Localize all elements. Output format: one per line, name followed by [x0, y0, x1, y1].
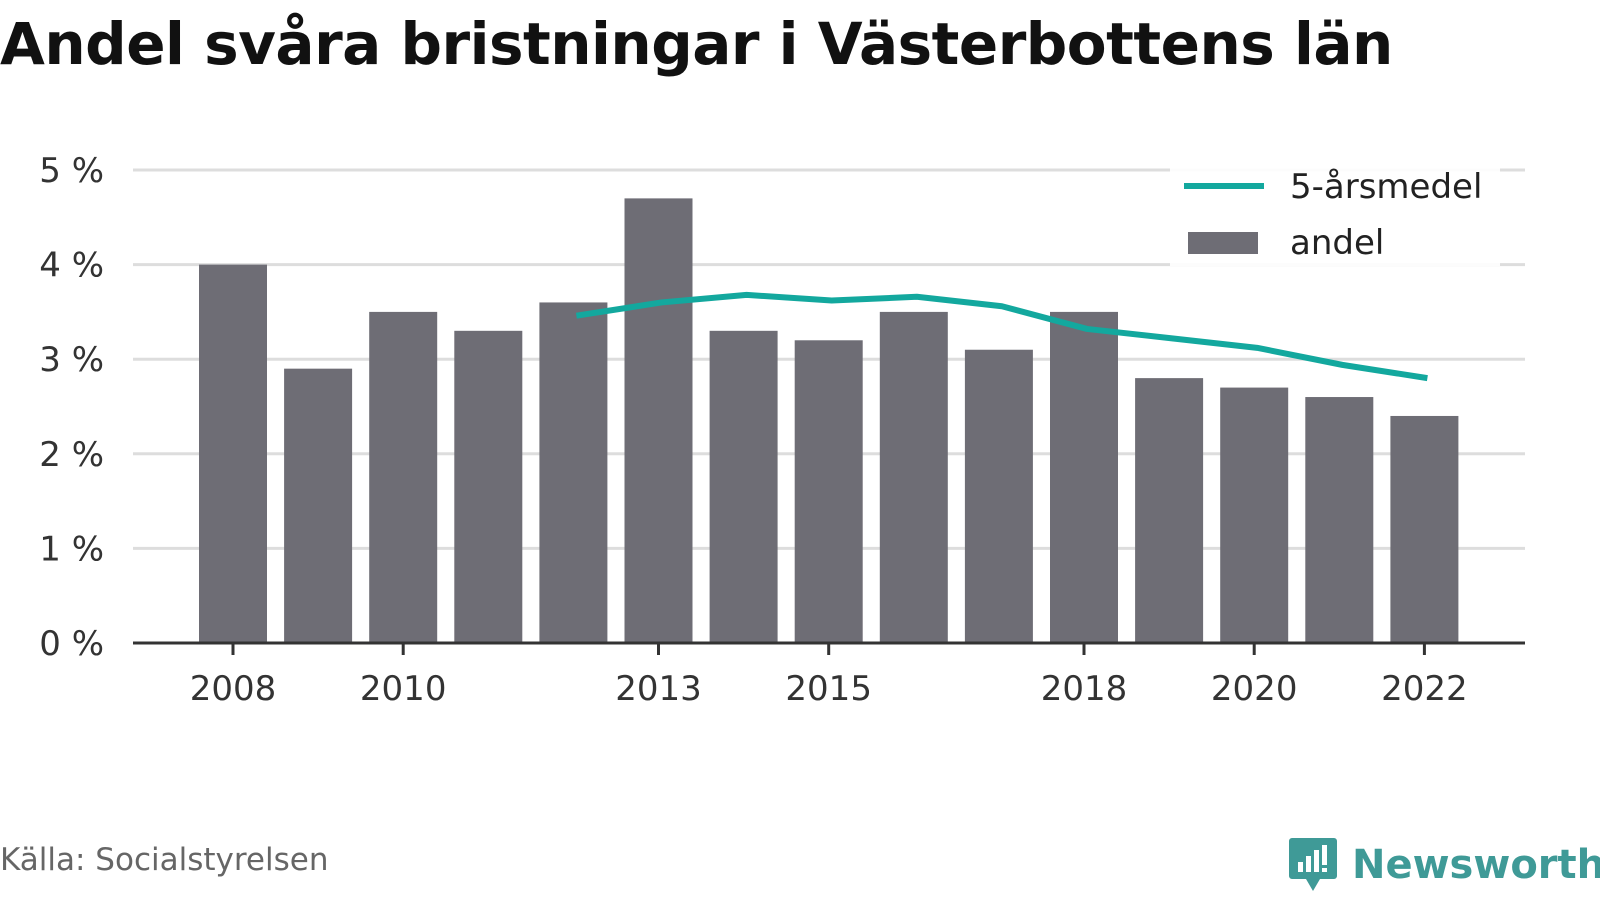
bar: [624, 198, 693, 643]
line-series-5-arsmedel: [575, 291, 1428, 382]
bar: [709, 330, 778, 643]
x-axis: 2008 2010 2013 2015 2018 2020 2022: [133, 641, 1525, 709]
bar: [964, 349, 1033, 643]
brand-logo: Newsworthy: [1288, 836, 1600, 894]
y-tick-label: 5 %: [39, 151, 104, 191]
bar: [879, 311, 948, 643]
legend-label: andel: [1290, 223, 1384, 263]
source-text: Källa: Socialstyrelsen: [0, 842, 329, 878]
bar: [794, 340, 863, 643]
y-axis-ticks: 0 % 1 % 2 % 3 % 4 % 5 %: [39, 151, 104, 664]
legend: 5-årsmedel andel: [1170, 158, 1500, 266]
x-tick-label: 2015: [785, 669, 872, 709]
bar: [454, 330, 523, 643]
x-tick-label: 2008: [190, 669, 277, 709]
bar: [369, 311, 438, 643]
chart: 0 %1 %2 %3 %4 %5 % 2008 2010 2013 2015 2018 2…: [39, 151, 1525, 709]
bar: [199, 264, 267, 643]
chart-title: Andel svåra bristningar i Västerbottens …: [0, 10, 1393, 78]
bar: [1390, 415, 1459, 643]
x-tick-label: 2013: [615, 669, 702, 709]
moving-average-line: [575, 291, 1428, 382]
y-tick-label: 3 %: [39, 340, 104, 380]
y-tick-label: 4 %: [39, 246, 104, 286]
y-tick-label: 1 %: [39, 529, 104, 569]
x-tick-label: 2022: [1381, 669, 1468, 709]
x-tick-label: 2010: [360, 669, 447, 709]
x-tick-label: 2020: [1211, 669, 1298, 709]
y-tick-label: 2 %: [39, 435, 104, 475]
legend-label: 5-årsmedel: [1290, 167, 1482, 207]
newsworthy-logo-icon: [1289, 838, 1337, 891]
bar: [1220, 387, 1289, 643]
x-tick-label: 2018: [1041, 669, 1128, 709]
bar: [1305, 397, 1374, 643]
bar: [539, 302, 608, 643]
bar: [1135, 378, 1204, 643]
y-tick-label: 0 %: [39, 624, 104, 664]
bars: [199, 198, 1459, 643]
brand-name: Newsworthy: [1352, 842, 1600, 888]
bar: [1050, 311, 1118, 643]
legend-bar-swatch: [1188, 232, 1258, 254]
bar: [284, 368, 353, 643]
